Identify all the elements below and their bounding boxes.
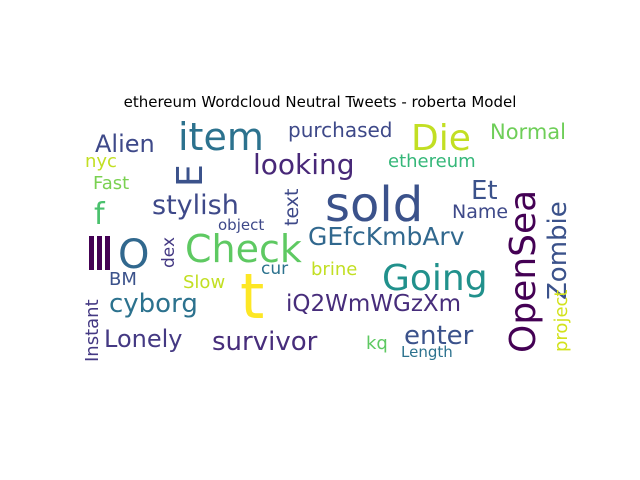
word-bm: BM: [109, 269, 137, 290]
word-slow: Slow: [183, 272, 225, 293]
word-t: t: [240, 260, 264, 333]
word-o: O: [118, 232, 149, 278]
chart-title: ethereum Wordcloud Neutral Tweets - robe…: [123, 93, 517, 111]
word-brine: brine: [311, 259, 357, 280]
word-et: Et: [471, 176, 498, 206]
word-length: Length: [401, 343, 453, 361]
word-fast: Fast: [93, 173, 129, 194]
word-ethereum: ethereum: [388, 151, 476, 172]
word-object: object: [218, 216, 264, 234]
word-looking: looking: [253, 148, 355, 181]
bar-mark: [105, 236, 110, 270]
word-sold: sold: [325, 177, 423, 233]
word-going: Going: [382, 258, 488, 299]
word-nyc: nyc: [85, 151, 117, 172]
word-cur: cur: [261, 259, 288, 279]
word-dex: dex: [159, 237, 179, 268]
word-name: Name: [452, 201, 508, 223]
word-lonely: Lonely: [104, 325, 182, 353]
word-e: E: [170, 164, 211, 187]
word-iq2wmwgzxm: iQ2WmWGzXm: [286, 291, 461, 317]
word-project: project: [551, 290, 572, 352]
word-kq: kq: [366, 333, 388, 354]
word-die: Die: [411, 118, 471, 159]
bar-mark: [97, 236, 102, 270]
word-f: f: [94, 197, 106, 232]
word-opensea: OpenSea: [503, 190, 544, 353]
word-enter: enter: [404, 321, 474, 351]
bar-mark: [89, 236, 94, 270]
word-zombie: Zombie: [543, 201, 573, 300]
vertical-bars-glyph: [89, 236, 110, 270]
word-survivor: survivor: [212, 327, 318, 357]
word-cyborg: cyborg: [109, 289, 198, 319]
word-text: text: [281, 189, 303, 227]
word-purchased: purchased: [288, 118, 393, 142]
word-check: Check: [185, 227, 302, 271]
word-stylish: stylish: [152, 190, 239, 221]
word-alien: Alien: [95, 130, 155, 158]
word-instant: Instant: [82, 299, 103, 362]
word-normal: Normal: [490, 120, 566, 144]
word-gefckmbarv: GEfcKmbArv: [308, 222, 465, 251]
word-item: item: [178, 115, 264, 159]
